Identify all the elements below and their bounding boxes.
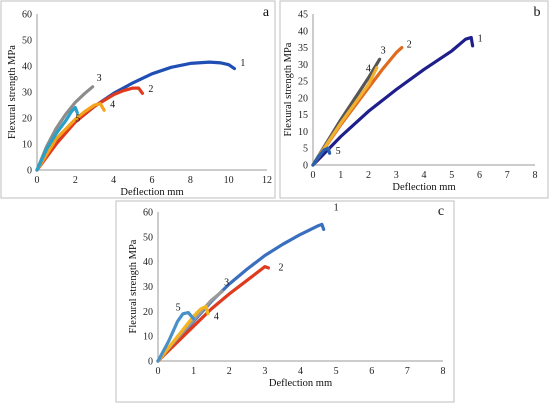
panel-b-x-tick-label: 1	[338, 170, 343, 181]
panel-c-y-tick-label: 50	[143, 232, 153, 243]
panel-c-x-tick-label: 2	[227, 366, 232, 377]
panel-b-x-tick-label: 4	[422, 170, 427, 181]
panel-c-series-3-label: 3	[224, 277, 229, 288]
panel-a-x-tick-label: 6	[150, 175, 155, 186]
panel-b-y-axis-label: Flexural strength MPa	[283, 42, 294, 136]
panel-a-series-4-label: 4	[110, 100, 115, 111]
panel-c-x-tick-label: 5	[334, 366, 339, 377]
panel-c-x-tick-label: 6	[369, 366, 374, 377]
panel-b-y-tick-label: 45	[298, 10, 308, 21]
panel-a-letter: a	[263, 5, 270, 20]
panel-b-y-tick-label: 40	[298, 26, 308, 37]
panel-c-x-tick-label: 0	[156, 366, 161, 377]
panel-a-series-4-line	[35, 102, 106, 172]
panel-b-series-5-line	[311, 146, 332, 167]
panel-c-series-5-line	[156, 311, 196, 363]
panel-b-series-2-label: 2	[407, 40, 412, 51]
panel-b-y-tick-label: 15	[298, 110, 308, 121]
panel-c-y-axis-label: Flexural strength MPa	[128, 239, 139, 333]
panel-b-x-tick-label: 6	[477, 170, 482, 181]
panel-b-y-tick-label: 10	[298, 127, 308, 138]
panel-c-x-tick-label: 3	[262, 366, 267, 377]
panel-c-y-tick-label: 30	[143, 282, 153, 293]
panel-c-y-tick-label: 0	[148, 357, 153, 368]
panel-b-x-tick-label: 2	[366, 170, 371, 181]
panel-b-y-tick-label: 5	[303, 144, 308, 155]
panel-b-series-1-label: 1	[478, 33, 483, 44]
panel-c-y-tick-label: 40	[143, 257, 153, 268]
panel-a-y-tick-label: 60	[22, 10, 32, 21]
panel-a-series-2-line	[35, 86, 144, 172]
panel-c-x-tick-label: 8	[441, 366, 446, 377]
panel-a-y-tick-label: 40	[22, 62, 32, 73]
panel-b-y-tick-label: 25	[298, 77, 308, 88]
panel-b-series-5-label: 5	[336, 146, 341, 157]
panel-c-x-tick-label: 7	[405, 366, 410, 377]
panel-a-y-tick-label: 20	[22, 114, 32, 125]
panel-b-series-4-label: 4	[366, 64, 371, 75]
panel-c-y-tick-label: 60	[143, 208, 153, 219]
panel-b-letter: b	[534, 5, 541, 20]
panel-c-series-1-label: 1	[334, 202, 339, 213]
panel-b-y-tick-label: 35	[298, 43, 308, 54]
panel-c-x-tick-label: 1	[191, 366, 196, 377]
panel-c-y-tick-label: 10	[143, 332, 153, 343]
panel-a-series-5-line	[35, 105, 79, 172]
panel-b-series-1-line	[311, 35, 475, 167]
panel-c-series-4-line	[156, 304, 210, 363]
panel-a-y-tick-label: 0	[27, 166, 32, 177]
panel-b-y-tick-label: 30	[298, 60, 308, 71]
panel-c-series-2-label: 2	[278, 263, 283, 274]
panel-c-plot: 0 1 2 3 4 5 6 7 8 0 10 20 30 40 50 60 Deflection mm Flexu…	[128, 202, 446, 389]
panel-c-x-axis-label: Deflection mm	[269, 378, 332, 389]
panel-a-series-2-label: 2	[148, 84, 153, 95]
panel-b-y-tick-label: 20	[298, 93, 308, 104]
panel-a-x-tick-label: 2	[73, 175, 78, 186]
panel-a-x-axis-label: Deflection mm	[120, 187, 183, 198]
panel-b-x-tick-label: 0	[311, 170, 316, 181]
panel-a-y-tick-label: 50	[22, 36, 32, 47]
panel-c-series-4-label: 4	[214, 311, 219, 322]
panel-a-series-1-label: 1	[240, 58, 245, 69]
panel-c-series-2-line	[156, 265, 270, 363]
panel-a-x-tick-label: 8	[188, 175, 193, 186]
panel-a-series-3-label: 3	[97, 73, 102, 84]
panel-c-x-tick-label: 4	[298, 366, 303, 377]
panel-a-x-tick-label: 12	[262, 175, 272, 186]
panel-b-y-tick-label: 0	[303, 161, 308, 172]
panel-b-series-3-label: 3	[381, 45, 386, 56]
panel-b-x-tick-label: 5	[449, 170, 454, 181]
panel-a-y-tick-label: 10	[22, 140, 32, 151]
panel-c-y-tick-label: 20	[143, 307, 153, 318]
panel-b-frame	[279, 0, 549, 199]
panel-a-y-axis-label: Flexural strength MPa	[7, 45, 18, 139]
panel-a-x-tick-label: 10	[224, 175, 234, 186]
panel-a-frame	[0, 0, 276, 199]
panel-b-x-axis-label: Deflection mm	[392, 182, 455, 193]
panel-c-series-5-label: 5	[176, 303, 181, 314]
panel-a-y-tick-label: 30	[22, 88, 32, 99]
panel-a-x-tick-label: 0	[35, 175, 40, 186]
panel-a-series-5-label: 5	[75, 114, 80, 125]
panel-c-letter: c	[438, 204, 444, 219]
panel-c-frame	[115, 200, 455, 403]
panel-b-x-tick-label: 7	[505, 170, 510, 181]
panel-a-x-tick-label: 4	[111, 175, 116, 186]
panel-b-x-tick-label: 3	[394, 170, 399, 181]
panel-b-x-tick-label: 8	[533, 170, 538, 181]
panel-b-series-4-line	[311, 66, 379, 167]
